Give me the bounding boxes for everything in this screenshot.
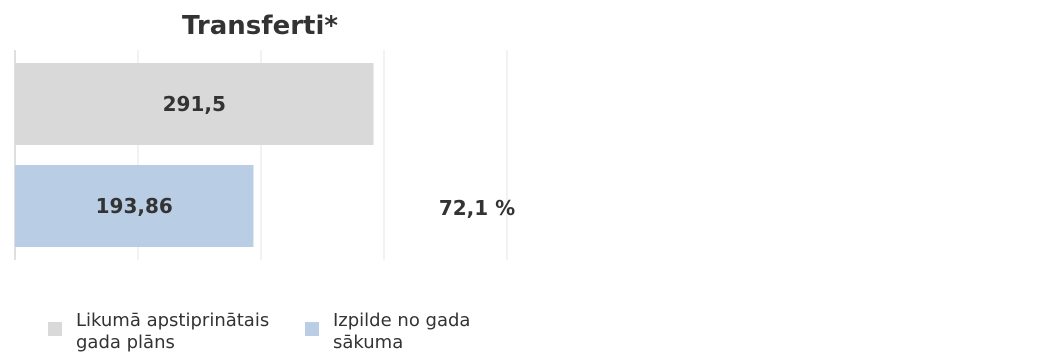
bar-execution	[15, 165, 254, 247]
bar-value-label: 193,86	[96, 194, 173, 218]
bar-value-label: 291,5	[163, 92, 226, 116]
percentage-annotation: 72,1 %	[439, 196, 515, 220]
chart-bars	[15, 63, 374, 247]
legend-item-plan: Likumā apstiprinātais gada plāns	[48, 310, 291, 354]
legend-label-execution: Izpilde no gada sākuma	[333, 310, 471, 353]
legend-label-plan: Likumā apstiprinātais gada plāns	[76, 310, 270, 353]
legend-item-execution: Izpilde no gada sākuma	[305, 310, 503, 354]
chart-legend: Likumā apstiprinātais gada plāns Izpilde…	[48, 310, 503, 354]
chart-data-labels: 291,5 193,86	[96, 92, 226, 218]
bar-chart: Transferti* 291,5 193,86 72,1 %	[14, 11, 515, 260]
legend-swatch-plan	[48, 322, 62, 336]
chart-title: Transferti*	[182, 11, 338, 41]
bar-plan	[15, 63, 374, 145]
legend-swatch-execution	[305, 322, 319, 336]
